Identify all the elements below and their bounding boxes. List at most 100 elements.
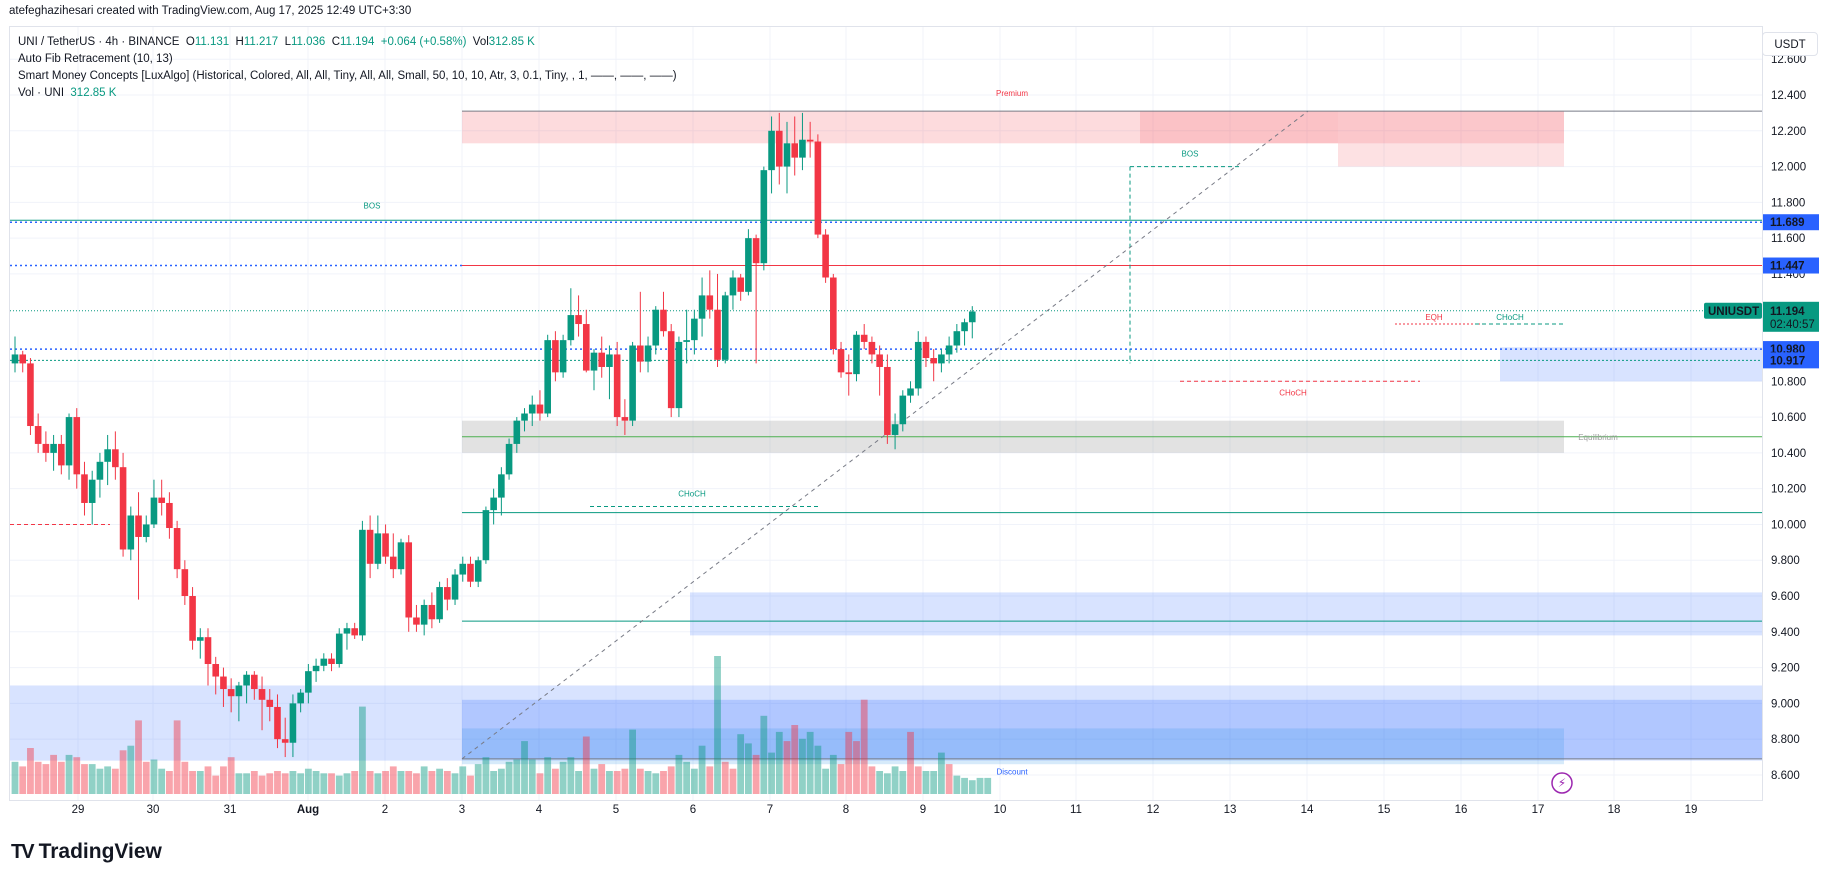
x-tick-label: 4 (536, 804, 543, 816)
candle-body (397, 542, 405, 570)
volume-bar (127, 745, 135, 794)
volume-bar (389, 766, 397, 794)
premium-zone (462, 111, 1338, 144)
volume-bar (829, 754, 837, 794)
volume-bar (258, 775, 266, 794)
candle-body (914, 341, 922, 389)
indicator-smc[interactable]: Smart Money Concepts [LuxAlgo] (Historic… (18, 70, 677, 82)
candle-body (297, 692, 304, 704)
y-tick-label: 11.600 (1771, 233, 1805, 245)
candle-body (451, 574, 459, 600)
candle-body (752, 238, 760, 264)
x-tick-label: Aug (297, 804, 319, 816)
candle-body (359, 529, 366, 636)
volume-bar (173, 720, 181, 794)
x-tick-label: 31 (224, 804, 237, 816)
volume-bar (81, 764, 88, 794)
candle-body (235, 685, 243, 697)
x-tick-label: 9 (920, 804, 926, 816)
volume-bar (459, 766, 467, 794)
volume-bar (405, 771, 413, 794)
volume-bar (536, 773, 544, 794)
volume-bar (27, 748, 34, 794)
candle-body (922, 341, 930, 359)
discount-zone-inner (462, 699, 1762, 759)
volume-legend-row[interactable]: Vol · UNI 312.85 K (18, 85, 677, 102)
candle-body (413, 617, 420, 625)
candle-body (559, 340, 567, 373)
candle-body (266, 699, 274, 707)
volume-bar (312, 771, 320, 794)
currency-button[interactable]: USDT (1762, 32, 1818, 56)
candle-body (938, 354, 945, 364)
candle-body (714, 309, 721, 360)
candle-body (536, 404, 544, 414)
volume-bar (88, 764, 96, 794)
x-tick-label: 12 (1147, 804, 1160, 816)
x-tick-label: 14 (1301, 804, 1314, 816)
price-label-text: 11.689 (1770, 217, 1805, 229)
volume-bar (675, 754, 683, 794)
volume-bar (690, 768, 698, 794)
volume-bar (760, 715, 768, 794)
volume-bar (783, 741, 791, 794)
volume-bar (266, 773, 274, 794)
volume-bar (250, 771, 258, 794)
volume-bar (598, 764, 606, 794)
last-price-box (1763, 301, 1819, 332)
candle-body (104, 449, 111, 462)
x-tick-label: 5 (613, 804, 619, 816)
discount-label: Discount (996, 767, 1028, 776)
choch-label: CHoCH (1279, 388, 1307, 397)
price-label-box (1763, 352, 1819, 369)
y-tick-label: 10.600 (1771, 412, 1806, 424)
volume-bar (914, 766, 922, 794)
candle-body (729, 277, 737, 296)
x-tick-label: 19 (1685, 804, 1698, 816)
tradingview-brand: TradingView (38, 840, 162, 863)
volume-bar (96, 768, 104, 794)
y-tick-label: 12.400 (1771, 90, 1806, 102)
candle-body (613, 354, 621, 418)
premium-zone-upper (1140, 111, 1564, 144)
volume-bar (320, 773, 328, 794)
volume-bar (505, 761, 513, 794)
candle-body (775, 130, 783, 167)
volume-bar (930, 771, 938, 794)
volume-bar (528, 759, 536, 794)
candle-body (806, 139, 814, 142)
tradingview-logo[interactable]: TV TradingView (11, 840, 162, 864)
volume-bar (961, 777, 968, 794)
vol-label: Vol (472, 36, 489, 48)
candle-body (768, 130, 775, 171)
volume-bar (413, 773, 420, 794)
candle-body (876, 354, 883, 367)
volume-bar (19, 766, 27, 794)
volume-bar (768, 752, 775, 794)
candle-body (328, 658, 335, 665)
candle-body (853, 334, 860, 375)
candle-body (721, 295, 729, 360)
candle-body (382, 533, 389, 557)
symbol-name[interactable]: UNI / TetherUS · 4h · BINANCE (18, 36, 180, 48)
volume-bar (752, 754, 760, 794)
candle-body (335, 633, 343, 665)
candle-body (243, 674, 250, 686)
candle-body (258, 689, 266, 700)
candle-body (88, 479, 96, 503)
candle-body (405, 542, 413, 618)
symbol-tag: UNIUSDT (1708, 306, 1759, 318)
bos-label: BOS (1182, 150, 1199, 159)
candle-body (444, 587, 451, 600)
candle-body (868, 341, 876, 355)
candle-body (251, 674, 258, 690)
volume-bar (883, 773, 891, 794)
candle-body (220, 676, 227, 690)
candle-body (791, 143, 799, 158)
open-value: 11.131 (194, 36, 230, 48)
candle-body (760, 170, 768, 264)
volume-bar (482, 757, 490, 794)
candle-body (606, 354, 613, 367)
indicator-fib[interactable]: Auto Fib Retracement (10, 13) (18, 53, 173, 65)
